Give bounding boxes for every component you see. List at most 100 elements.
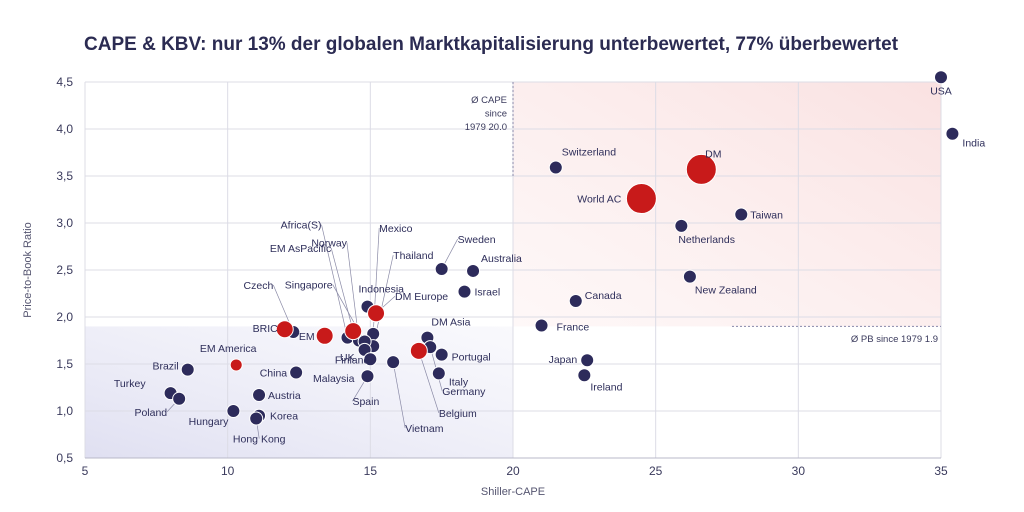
label-new-zealand: New Zealand [695,285,757,297]
leader-africa-s [321,224,348,338]
label-bric: BRIC [253,323,279,335]
point-israel [457,284,472,299]
x-tick-label: 25 [649,464,663,478]
point-em [315,326,334,345]
x-tick-label: 35 [934,464,948,478]
point-france [534,318,549,333]
point-usa [934,70,948,85]
label-africa-s: Africa(S) [281,220,322,232]
label-malaysia: Malaysia [313,373,355,385]
label-china: China [260,367,288,379]
label-finland: Finland [335,354,370,366]
y-tick-label: 0,5 [56,451,73,465]
label-ireland: Ireland [590,381,622,393]
label-mexico: Mexico [379,223,412,235]
point-india [945,126,960,141]
point-sweden [434,262,449,277]
point-switzerland [548,160,563,175]
point-taiwan [734,207,749,222]
point-australia [466,263,481,278]
point-world-ac [625,183,657,215]
label-spain: Spain [352,396,379,408]
label-norway: Norway [311,238,347,250]
x-tick-label: 30 [792,464,806,478]
axes: 5 10 15 20 25 30 35 0,5 1,0 1,5 2,0 2,5 3,0 3,5 4,0 4,5… [22,75,948,498]
point-em-america [229,358,243,372]
point-poland [172,391,187,406]
label-singapore: Singapore [285,279,333,291]
cape-average-label-line: since [485,109,507,120]
label-thailand: Thailand [393,250,433,262]
valuation-shading [85,82,941,458]
point-em-aspacific [344,322,363,341]
y-tick-label: 2,5 [56,263,73,277]
x-tick-label: 5 [82,464,89,478]
label-taiwan: Taiwan [750,210,783,222]
y-tick-label: 1,5 [56,357,73,371]
label-switzerland: Switzerland [562,147,616,159]
label-canada: Canada [585,290,622,302]
label-italy: Italy [449,376,469,388]
label-india: India [962,138,985,150]
y-tick-label: 1,0 [56,404,73,418]
chart-title: CAPE & KBV: nur 13% der globalen Marktka… [84,34,899,55]
y-tick-label: 3,5 [56,169,73,183]
point-canada [568,294,583,309]
label-hong-kong: Hong Kong [233,434,286,446]
point-belgium [409,341,428,360]
point-hong-kong [249,411,264,426]
label-em-america: EM America [200,343,257,355]
label-japan: Japan [549,354,578,366]
label-world-ac: World AC [577,194,622,206]
label-em-aspacific: EM AsPacific [270,243,331,255]
y-tick-label: 2,0 [56,310,73,324]
cape-average-label-line: 1979 20.0 [465,122,507,133]
label-usa: USA [930,85,952,97]
point-austria [252,388,267,403]
point-vietnam [386,355,401,370]
point-hungary [226,404,241,418]
label-uk: UK [340,352,355,364]
point-malaysia [360,369,375,384]
x-tick-label: 20 [506,464,520,478]
label-korea: Korea [270,411,298,423]
data-points [163,70,960,426]
label-poland: Poland [134,407,167,419]
x-tick-label: 15 [364,464,378,478]
point-bric [275,320,294,339]
cape-average-label-line: Ø CAPE [471,95,507,106]
label-vietnam: Vietnam [405,423,444,435]
label-dm-asia: DM Asia [431,317,470,329]
point-dm [685,153,717,185]
point-japan [580,353,595,368]
label-portugal: Portugal [452,352,491,364]
point-new-zealand [682,269,697,284]
label-hungary: Hungary [189,416,229,428]
label-turkey: Turkey [114,378,146,390]
x-tick-label: 10 [221,464,235,478]
point-brazil [180,362,195,377]
point-ireland [577,368,592,383]
leader-vietnam [392,362,406,429]
label-netherlands: Netherlands [678,234,735,246]
leader-em-aspacific [330,248,354,332]
y-tick-label: 3,0 [56,216,73,230]
overvalued-region [513,82,941,327]
point-finland [363,352,378,367]
grid [84,81,942,459]
label-czech: Czech [244,280,274,292]
label-sweden: Sweden [458,234,496,246]
pb-average-label: Ø PB since 1979 1.9 [851,334,938,345]
y-tick-label: 4,5 [56,75,73,89]
label-brazil: Brazil [152,361,178,373]
point-italy [431,366,446,381]
label-dm-europe: DM Europe [395,291,448,303]
y-axis-title: Price-to-Book Ratio [22,222,34,317]
reference-lines: Ø CAPE since 1979 20.0 Ø PB since 1979 1.9 [465,82,941,345]
leader-belgium [418,350,440,413]
label-em: EM [299,331,315,343]
label-indonesia: Indonesia [358,284,404,296]
data-labels: USA India DM World AC Switzerland Taiwan Nethe… [114,85,985,445]
label-austria: Austria [268,390,301,402]
